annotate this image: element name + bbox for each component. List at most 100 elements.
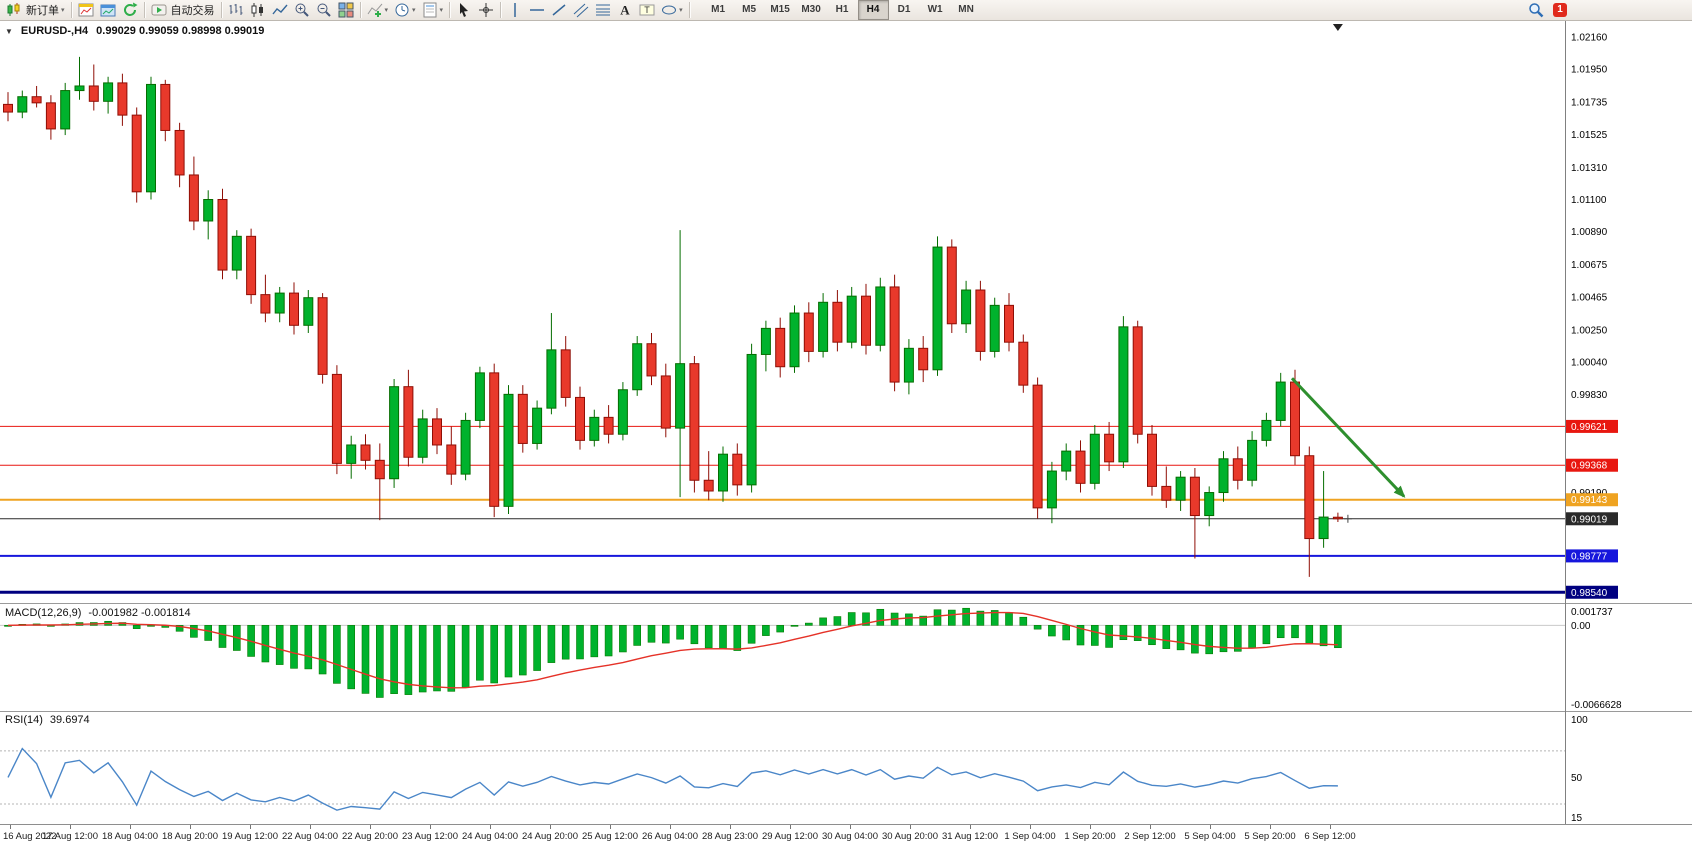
svg-text:-0.0066628: -0.0066628: [1571, 700, 1622, 711]
rsi-panel[interactable]: 100 50 15: [0, 711, 1692, 824]
candle-body: [560, 349, 571, 398]
vertical-line-button[interactable]: [504, 1, 526, 19]
svg-text:50: 50: [1571, 773, 1583, 784]
candle-body: [374, 459, 385, 480]
timeframe-m30-button[interactable]: M30: [801, 4, 821, 15]
templates-button[interactable]: ▾: [419, 1, 447, 19]
equidistant-channel-button[interactable]: [570, 1, 592, 19]
time-label: 30 Aug 04:00: [822, 831, 878, 842]
candle-body: [675, 363, 686, 429]
time-label: 5 Sep 04:00: [1184, 831, 1236, 842]
timeframe-mn-button[interactable]: MN: [958, 4, 974, 15]
svg-text:0.00: 0.00: [1571, 621, 1591, 632]
time-label: 22 Aug 04:00: [282, 831, 338, 842]
time-tick: [1150, 825, 1151, 829]
time-tick: [790, 825, 791, 829]
candle-body: [246, 235, 257, 296]
time-label: 2 Sep 12:00: [1124, 831, 1176, 842]
periods-button[interactable]: ▾: [391, 1, 419, 19]
price-chart[interactable]: 1.02160 1.01950 1.01735 1.01525 1.01310 1.011…: [0, 20, 1692, 603]
time-label: 22 Aug 20:00: [342, 831, 398, 842]
candle-body: [346, 444, 357, 464]
candle-body: [460, 419, 471, 475]
candle-body: [131, 114, 142, 193]
candlestick-chart-button[interactable]: [247, 1, 269, 19]
candle-body: [117, 82, 128, 116]
timeframe-m5-button[interactable]: M5: [742, 4, 757, 15]
candle-body: [1046, 470, 1057, 509]
timeframe-d1-button[interactable]: D1: [897, 4, 911, 15]
time-tick: [190, 825, 191, 829]
svg-text:1.01950: 1.01950: [1571, 65, 1608, 76]
rsi-label: RSI(14) 39.6974: [5, 714, 90, 726]
timeframe-m15-button[interactable]: M15: [770, 4, 790, 15]
cursor-button[interactable]: [453, 1, 475, 19]
candle-body: [989, 304, 1000, 352]
candle-body: [289, 292, 299, 326]
fibonacci-icon: [595, 2, 611, 18]
horizontal-line-button[interactable]: [526, 1, 548, 19]
candle-body: [17, 96, 28, 113]
candle-body: [861, 295, 871, 346]
time-tick: [1030, 825, 1031, 829]
time-tick: [1270, 825, 1271, 829]
candle-body: [45, 102, 56, 130]
timeframe-w1-button[interactable]: W1: [927, 4, 943, 15]
toolbar-separator: [70, 2, 72, 18]
line-chart-button[interactable]: [269, 1, 291, 19]
time-label: 31 Aug 12:00: [942, 831, 998, 842]
svg-text:T: T: [644, 5, 650, 15]
indicators-button[interactable]: ▾: [364, 1, 392, 19]
candle-body: [803, 312, 814, 352]
profiles-button[interactable]: [97, 1, 119, 19]
tile-windows-button[interactable]: [335, 1, 357, 19]
price-badge: [1566, 493, 1618, 507]
candle-body: [1290, 381, 1300, 457]
macd-panel[interactable]: 0.001737 0.00 -0.0066628: [0, 603, 1692, 711]
notification-button[interactable]: 1: [1553, 3, 1567, 17]
text-label-icon: T: [639, 2, 655, 18]
svg-text:0.99368: 0.99368: [1571, 461, 1608, 472]
toolbar-separator: [449, 2, 451, 18]
candle-body: [589, 416, 600, 441]
time-label: 24 Aug 20:00: [522, 831, 578, 842]
candle-body: [3, 103, 13, 113]
profiles-icon: [100, 2, 116, 18]
bar-chart-button[interactable]: [225, 1, 247, 19]
text-label-button[interactable]: T: [636, 1, 658, 19]
candle-body: [274, 292, 285, 314]
candle-body: [1032, 384, 1043, 509]
zoom-out-button[interactable]: [313, 1, 335, 19]
candle-body: [317, 297, 328, 375]
text-button[interactable]: A: [614, 1, 636, 19]
rsi-title: RSI(14): [5, 714, 43, 726]
time-label: 23 Aug 12:00: [402, 831, 458, 842]
search-button[interactable]: [1528, 2, 1544, 18]
timeframe-m1-button[interactable]: M1: [711, 4, 726, 15]
fibonacci-button[interactable]: [592, 1, 614, 19]
auto-trading-button[interactable]: 自动交易: [148, 1, 218, 19]
shapes-button[interactable]: ▾: [658, 1, 686, 19]
chart-caret-icon[interactable]: ▼: [5, 26, 13, 36]
svg-text:0.99019: 0.99019: [1571, 514, 1608, 525]
timeframe-h1-button[interactable]: H1: [835, 4, 849, 15]
time-axis[interactable]: 16 Aug 2022 17 Aug 12:00 18 Aug 04:00 18 Au…: [0, 824, 1692, 846]
svg-text:0.99621: 0.99621: [1571, 422, 1608, 433]
trendline-button[interactable]: [548, 1, 570, 19]
candle-body: [946, 246, 957, 325]
candle-body: [1018, 341, 1029, 386]
trend-arrow[interactable]: [1290, 377, 1406, 498]
timeframe-h4-button[interactable]: H4: [857, 0, 889, 20]
macd-values: -0.001982 -0.001814: [88, 607, 191, 619]
time-tick: [670, 825, 671, 829]
new-order-button[interactable]: 新订单 ▾: [3, 1, 68, 19]
chart-window-button[interactable]: [75, 1, 97, 19]
zoom-in-button[interactable]: [291, 1, 313, 19]
candle-body: [1332, 516, 1343, 520]
crosshair-button[interactable]: [475, 1, 497, 19]
toolbar-separator: [688, 2, 690, 18]
price-badge: [1566, 419, 1618, 433]
horizontal-level-lines[interactable]: [0, 425, 1565, 594]
chart-header: ▼ EURUSD-,H4 0.99029 0.99059 0.98998 0.9…: [5, 25, 264, 37]
refresh-button[interactable]: [119, 1, 141, 19]
